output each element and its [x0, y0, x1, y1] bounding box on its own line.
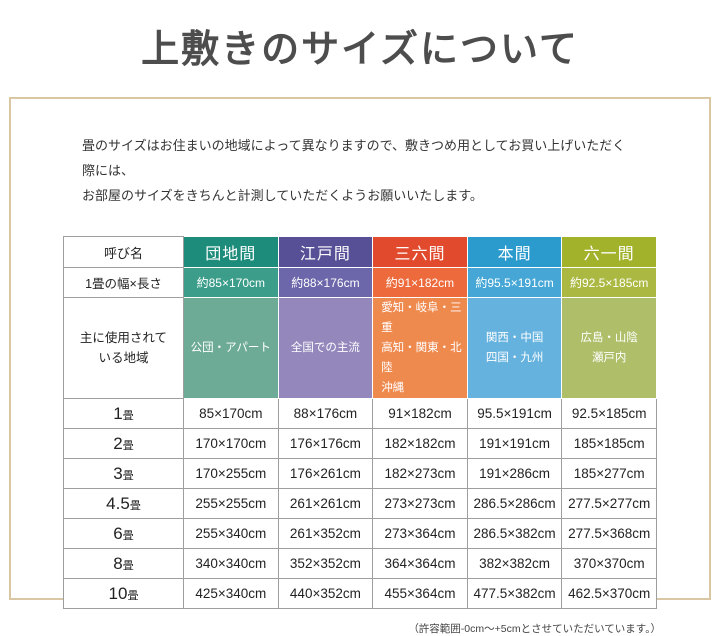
- mat-size-cell: 370×370cm: [561, 548, 657, 579]
- table-row-2jo: 2畳 170×170cm 176×176cm 182×182cm 191×191…: [63, 428, 657, 459]
- mat-size-cell: 455×364cm: [372, 578, 468, 609]
- region-cell: 愛知・岐阜・三重 高知・関東・北陸 沖縄: [372, 297, 468, 399]
- row-label: 1畳: [63, 398, 184, 429]
- intro-text: 畳のサイズはお住まいの地域によって異なりますので、敷きつめ用としてお買い上げいた…: [82, 138, 626, 203]
- region-cell: 広島・山陰 瀬戸内: [561, 297, 657, 399]
- size-cell: 約88×176cm: [277, 267, 374, 298]
- table-row-8jo: 8畳 340×340cm 352×352cm 364×364cm 382×382…: [63, 548, 657, 579]
- table-header-row: 呼び名 団地間 江戸間 三六間 本間 六一間: [63, 236, 657, 268]
- mat-size-cell: 176×261cm: [277, 458, 374, 489]
- mat-size-cell: 255×255cm: [183, 488, 279, 519]
- row-label: 8畳: [63, 548, 184, 579]
- mat-size-cell: 255×340cm: [183, 518, 279, 549]
- mat-size-cell: 340×340cm: [183, 548, 279, 579]
- row-label: 6畳: [63, 518, 184, 549]
- column-header-danchima: 団地間: [183, 236, 279, 268]
- table-row-3jo: 3畳 170×255cm 176×261cm 182×273cm 191×286…: [63, 458, 657, 489]
- size-cell: 約91×182cm: [372, 267, 468, 298]
- mat-size-cell: 273×364cm: [372, 518, 468, 549]
- mat-size-cell: 91×182cm: [372, 398, 468, 429]
- mat-size-cell: 170×255cm: [183, 458, 279, 489]
- tatami-size-table: 呼び名 団地間 江戸間 三六間 本間 六一間 1畳の幅×長さ 約85×170cm…: [63, 236, 657, 609]
- mat-size-cell: 273×273cm: [372, 488, 468, 519]
- table-row-6jo: 6畳 255×340cm 261×352cm 273×364cm 286.5×3…: [63, 518, 657, 549]
- tolerance-note: （許容範囲-0cm～+5cmとさせていただいています。）: [408, 623, 661, 635]
- row-label: 4.5畳: [63, 488, 184, 519]
- column-header-honma: 本間: [466, 236, 563, 268]
- mat-size-cell: 352×352cm: [277, 548, 374, 579]
- size-row-label: 1畳の幅×長さ: [63, 267, 184, 298]
- mat-size-cell: 85×170cm: [183, 398, 279, 429]
- mat-size-cell: 88×176cm: [277, 398, 374, 429]
- region-cell: 公団・アパート: [183, 297, 279, 399]
- region-row: 主に使用されて いる地域 公団・アパート 全国での主流 愛知・岐阜・三重 高知・…: [63, 297, 657, 399]
- size-cell: 約92.5×185cm: [561, 267, 657, 298]
- mat-size-cell: 92.5×185cm: [561, 398, 657, 429]
- mat-size-cell: 191×191cm: [466, 428, 563, 459]
- column-header-rokuichima: 六一間: [561, 236, 657, 268]
- mat-size-cell: 182×273cm: [372, 458, 468, 489]
- mat-size-cell: 170×170cm: [183, 428, 279, 459]
- mat-size-cell: 277.5×277cm: [561, 488, 657, 519]
- mat-dimension-row: 1畳の幅×長さ 約85×170cm 約88×176cm 約91×182cm 約9…: [63, 267, 657, 298]
- row-label: 10畳: [63, 578, 184, 609]
- table-row-4-5jo: 4.5畳 255×255cm 261×261cm 273×273cm 286.5…: [63, 488, 657, 519]
- column-header-saburokuma: 三六間: [372, 236, 468, 268]
- mat-size-cell: 261×261cm: [277, 488, 374, 519]
- table-row-1jo: 1畳 85×170cm 88×176cm 91×182cm 95.5×191cm…: [63, 398, 657, 429]
- mat-size-cell: 185×185cm: [561, 428, 657, 459]
- mat-size-cell: 95.5×191cm: [466, 398, 563, 429]
- mat-size-cell: 286.5×382cm: [466, 518, 563, 549]
- mat-size-cell: 185×277cm: [561, 458, 657, 489]
- content-box: 畳のサイズはお住まいの地域によって異なりますので、敷きつめ用としてお買い上げいた…: [9, 97, 711, 635]
- mat-size-cell: 261×352cm: [277, 518, 374, 549]
- column-header-edoma: 江戸間: [277, 236, 374, 268]
- region-cell: 全国での主流: [277, 297, 374, 399]
- mat-size-cell: 286.5×286cm: [466, 488, 563, 519]
- mat-size-cell: 462.5×370cm: [561, 578, 657, 609]
- region-row-label: 主に使用されて いる地域: [63, 297, 184, 399]
- mat-size-cell: 191×286cm: [466, 458, 563, 489]
- mat-size-cell: 182×182cm: [372, 428, 468, 459]
- page-title: 上敷きのサイズについて: [141, 26, 579, 71]
- mat-size-cell: 440×352cm: [277, 578, 374, 609]
- table-row-10jo: 10畳 425×340cm 440×352cm 455×364cm 477.5×…: [63, 578, 657, 609]
- size-cell: 約85×170cm: [183, 267, 279, 298]
- size-cell: 約95.5×191cm: [466, 267, 563, 298]
- row-label: 2畳: [63, 428, 184, 459]
- region-cell: 関西・中国 四国・九州: [466, 297, 563, 399]
- mat-size-cell: 277.5×368cm: [561, 518, 657, 549]
- corner-label: 呼び名: [63, 236, 184, 268]
- mat-size-cell: 477.5×382cm: [466, 578, 563, 609]
- mat-size-cell: 364×364cm: [372, 548, 468, 579]
- mat-size-cell: 176×176cm: [277, 428, 374, 459]
- mat-size-cell: 425×340cm: [183, 578, 279, 609]
- row-label: 3畳: [63, 458, 184, 489]
- mat-size-cell: 382×382cm: [466, 548, 563, 579]
